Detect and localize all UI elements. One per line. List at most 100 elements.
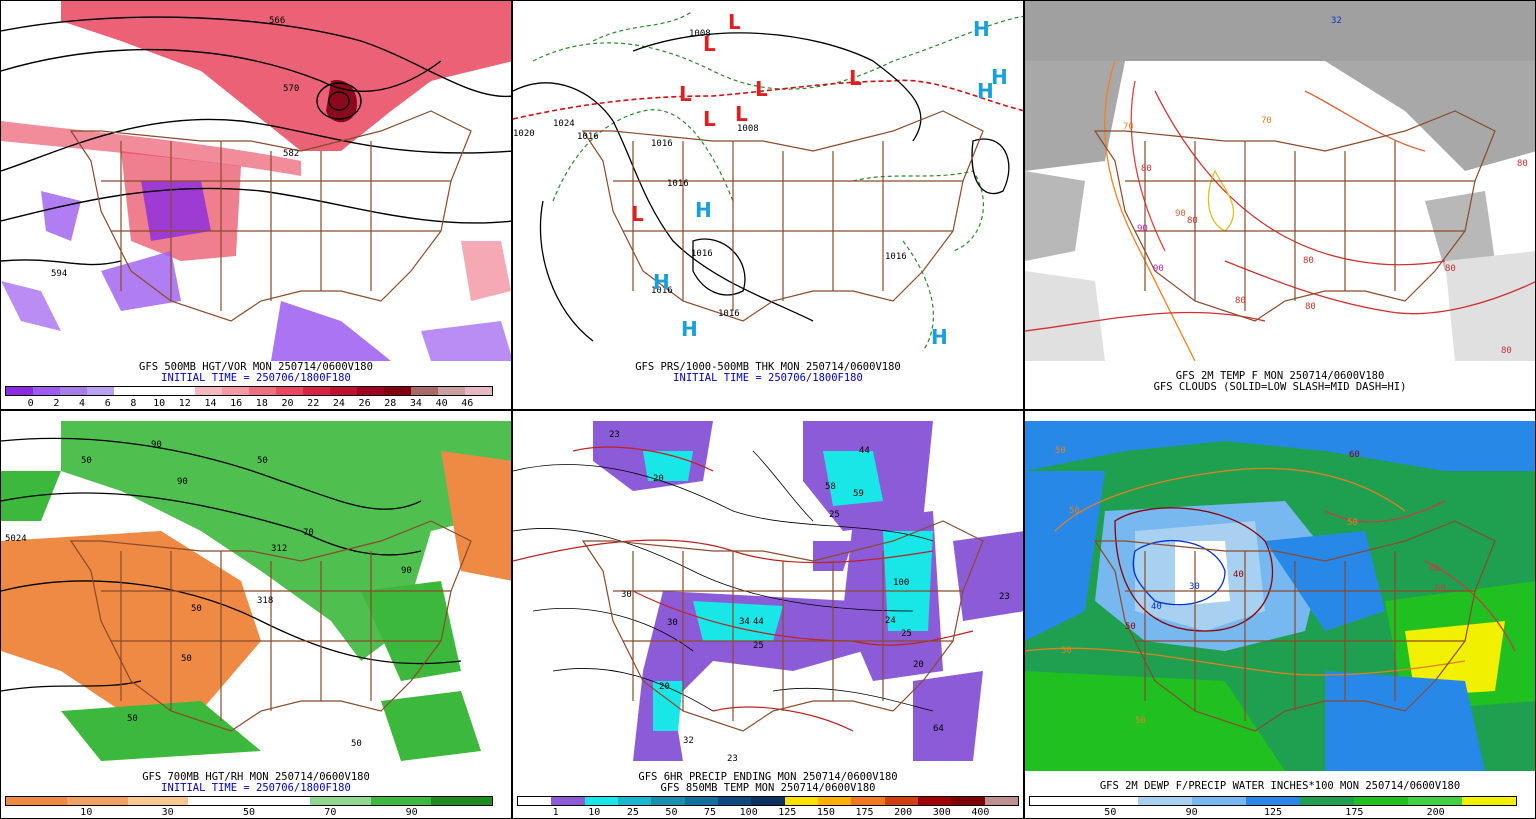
rh-label: 90 — [177, 477, 188, 487]
precip-label: 100 — [893, 578, 909, 588]
precip-label: 25 — [901, 629, 912, 639]
colorbar-swatch — [431, 797, 492, 805]
temp-label: 80 — [1305, 302, 1316, 312]
isobar-label: 1024 — [553, 119, 575, 129]
colorbar-swatch — [330, 387, 357, 395]
colorbar-tick-label: 50 — [242, 807, 256, 818]
state-borders — [1093, 520, 1496, 732]
temp-label: 90 — [1153, 264, 1164, 274]
colorbar-swatch — [1408, 797, 1462, 805]
dewpoint-label: 60 — [1429, 564, 1440, 574]
colorbar-tick-label: 10 — [153, 398, 166, 409]
precip-label: 30 — [621, 590, 632, 600]
colorbar-tick-label: 175 — [855, 807, 874, 818]
colorbar-tick-label: 40 — [435, 398, 448, 409]
high-marker: H — [681, 317, 698, 341]
colorbar-tick-label: 30 — [161, 807, 174, 818]
colorbar — [5, 796, 493, 806]
colorbar-swatch — [303, 387, 330, 395]
dewpoint-label: 40 — [1151, 602, 1162, 612]
high-marker: H — [695, 198, 712, 222]
panel-500mb-vorticity[interactable]: 566 570 582 594 GFS 500MB HGT/VOR MON 25… — [0, 0, 512, 410]
isobar-labels: 1024 1016 1008 1016 1016 1016 1016 1016 … — [513, 29, 907, 319]
rh-label: 90 — [401, 566, 412, 576]
isobar-label: 1008 — [689, 29, 711, 39]
low-marker: L — [849, 66, 862, 90]
isobar-label: 1016 — [651, 286, 673, 296]
dewpoint-label: 40 — [1233, 570, 1244, 580]
thickness-540-line — [513, 79, 1023, 120]
colorbar-swatch — [114, 387, 141, 395]
height-contours — [1, 437, 462, 692]
colorbar-swatch — [87, 387, 114, 395]
high-marker: H — [931, 325, 948, 349]
vorticity-shading — [1, 1, 511, 361]
dewpoint-label: 60 — [1435, 584, 1446, 594]
caption-initial-time: INITIAL TIME = 250706/1800F180 — [673, 372, 863, 384]
colorbar-tick-label: 4 — [79, 398, 86, 409]
rh-label: 318 — [257, 596, 273, 606]
colorbar-swatch — [584, 797, 618, 805]
colorbar-tick-label: 8 — [130, 398, 137, 409]
contour-label: 570 — [283, 84, 299, 94]
dewpoint-labels: 50 50 40 30 50 60 60 60 50 50 40 50 — [1055, 446, 1446, 726]
precip-shading — [593, 421, 1023, 761]
colorbar-swatch — [917, 797, 952, 805]
colorbar-tick-label: 1 — [552, 807, 559, 818]
colorbar-tick-label: 16 — [230, 398, 243, 409]
dewpoint-label: 50 — [1061, 646, 1072, 656]
precip-label: 23 — [609, 430, 620, 440]
panel-6hr-precip[interactable]: 44 58 59 25 23 100 24 25 20 34 44 25 64 … — [512, 410, 1024, 819]
colorbar-swatch — [33, 387, 60, 395]
colorbar-tick-label: 200 — [1426, 807, 1445, 818]
panel-pressure-thickness[interactable]: 1024 1016 1008 1016 1016 1016 1016 1016 … — [512, 0, 1024, 410]
precip-label: 25 — [829, 510, 840, 520]
precip-label: 23 — [999, 592, 1010, 602]
caption-initial-time: INITIAL TIME = 250706/1800F180 — [161, 372, 351, 384]
precip-label: 20 — [659, 682, 670, 692]
colorbar-swatch — [195, 387, 222, 395]
colorbar-swatch — [1192, 797, 1246, 805]
contour-labels: 566 570 582 594 — [51, 16, 299, 279]
rh-label: 5024 — [5, 534, 27, 544]
colorbar-tick-label: 24 — [332, 398, 345, 409]
colorbar-tick-label: 0 — [27, 398, 34, 409]
pressure-map: 1024 1016 1008 1016 1016 1016 1016 1016 … — [513, 10, 1023, 352]
panel-dewpoint-precip-water[interactable]: 50 50 40 30 50 60 60 60 50 50 40 50 GFS … — [1024, 410, 1536, 819]
rh-label: 312 — [271, 544, 287, 554]
colorbar-swatch — [817, 797, 852, 805]
temp-label: 80 — [1501, 346, 1512, 356]
colorbar-swatch — [617, 797, 652, 805]
colorbar-swatch — [1354, 797, 1408, 805]
temp-label: 32 — [1331, 16, 1342, 26]
colorbar-swatch — [309, 797, 371, 805]
colorbar-swatch — [127, 797, 189, 805]
colorbar-swatch — [951, 797, 985, 805]
colorbar-tick-label: 90 — [1185, 807, 1198, 818]
colorbar-tick-label: 28 — [384, 398, 397, 409]
colorbar-tick-label: 175 — [1345, 807, 1364, 818]
colorbar-tick-label: 50 — [1104, 807, 1117, 818]
precip-label: 64 — [933, 724, 944, 734]
colorbar-swatch — [1462, 797, 1516, 805]
colorbar — [5, 386, 493, 396]
panel-700mb-rh[interactable]: 90 90 90 50 50 50 50 50 50 70 5024 312 3… — [0, 410, 512, 819]
caption-title: GFS PRS/1000-500MB THK MON 250714/0600V1… — [635, 361, 901, 373]
colorbar-tick-label: 25 — [626, 807, 639, 818]
caption-title: GFS 2M TEMP F MON 250714/0600V180 — [1175, 370, 1385, 382]
colorbar-tick-label: 20 — [281, 398, 294, 409]
colorbar-swatch — [1030, 797, 1084, 805]
caption-cloud-legend: GFS CLOUDS (SOLID=LOW SLASH=MID DASH=HI) — [1153, 381, 1407, 393]
precip-label: 25 — [753, 641, 764, 651]
colorbar-swatch — [6, 387, 33, 395]
dewpoint-label: 50 — [1069, 506, 1080, 516]
low-marker: L — [755, 77, 768, 101]
colorbar-swatch — [984, 797, 1018, 805]
rh-label: 50 — [257, 456, 268, 466]
panel-2m-temp-clouds[interactable]: 32 70 70 80 80 90 90 80 80 80 80 80 80 9… — [1024, 0, 1536, 410]
colorbar-swatch — [66, 797, 128, 805]
height-contours — [1, 16, 511, 266]
state-borders — [69, 110, 472, 322]
colorbar-swatch — [1246, 797, 1300, 805]
temp-label: 90 — [1137, 224, 1148, 234]
